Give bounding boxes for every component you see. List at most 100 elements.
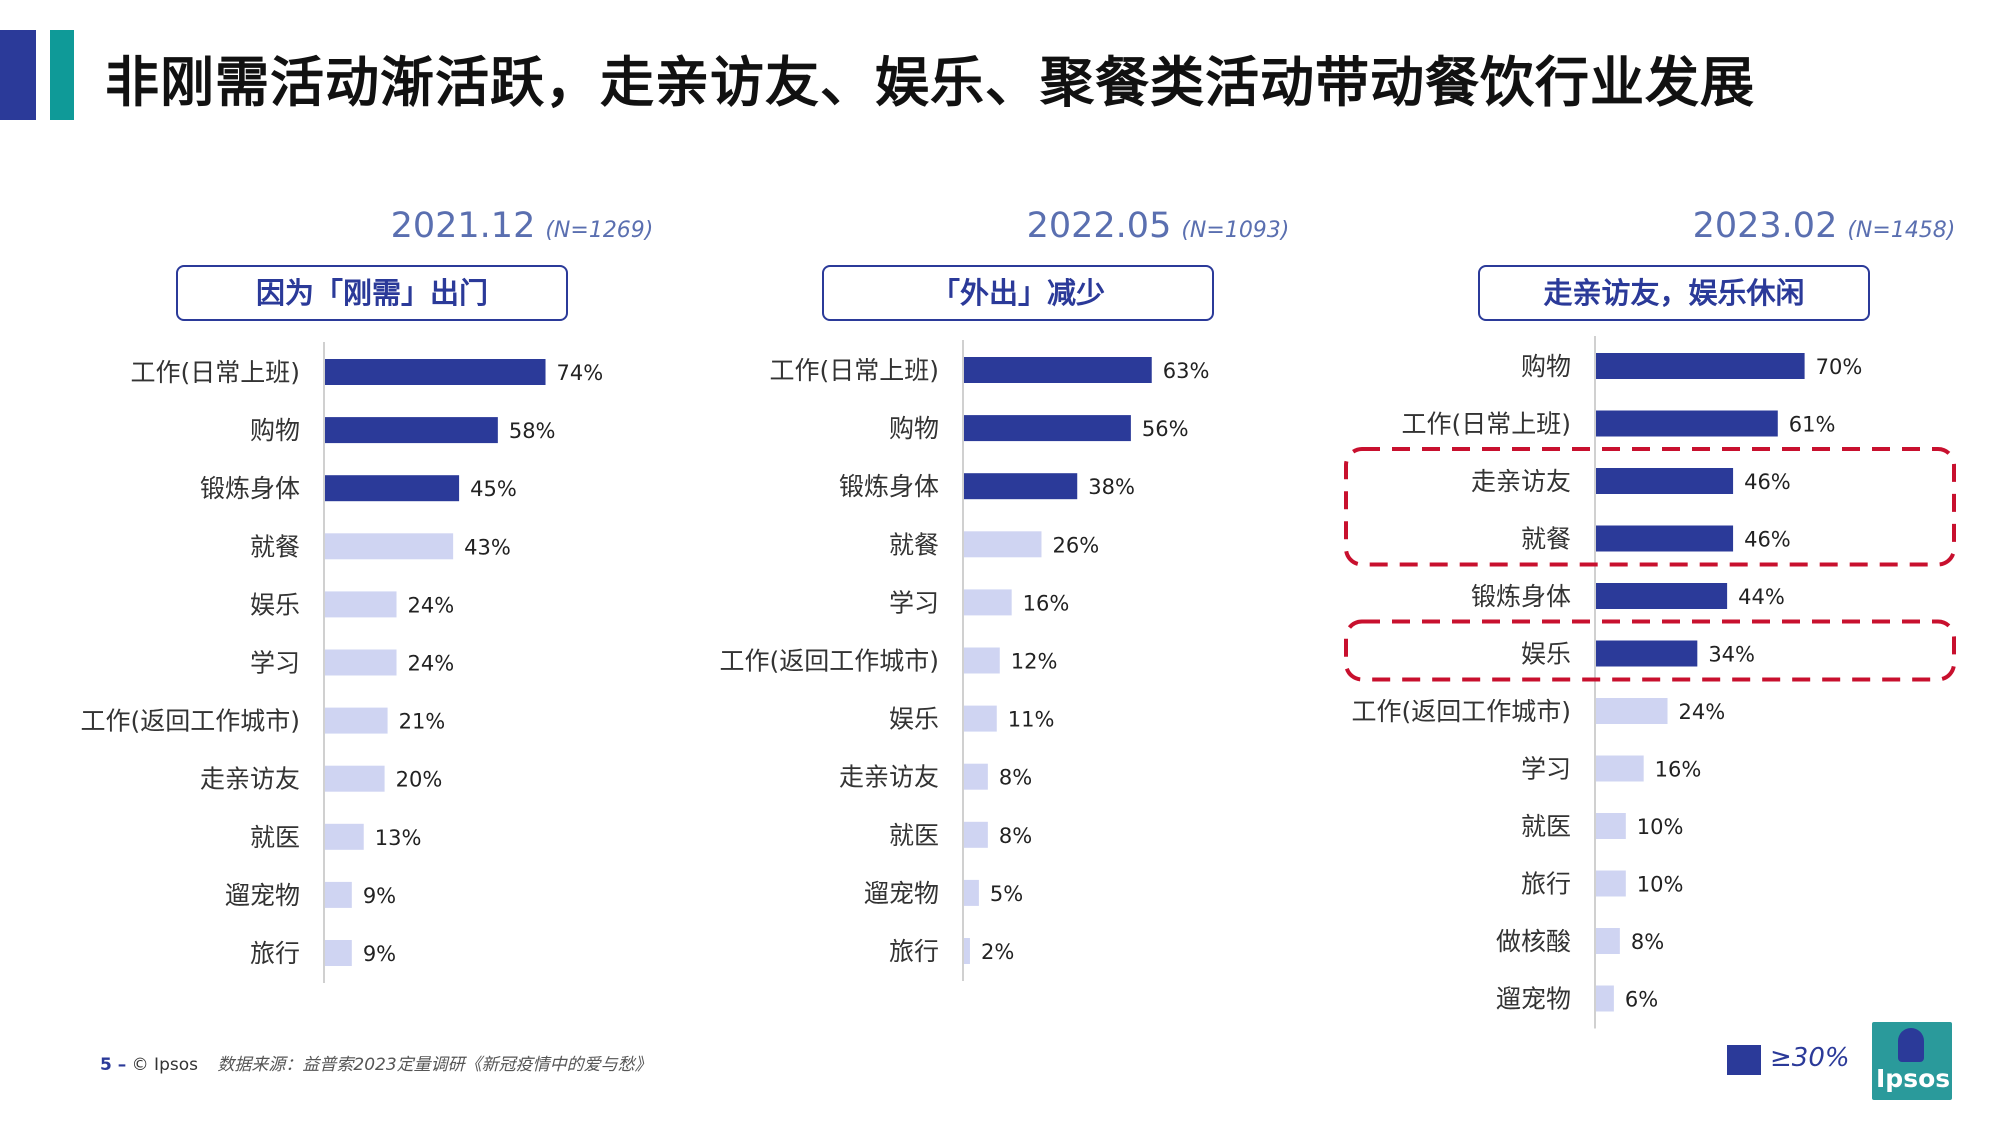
panel-1-category-label: 购物: [250, 416, 300, 445]
panel-1-header: 2021.12 (N=1269): [242, 206, 802, 246]
panel-2-category-label: 就医: [889, 821, 939, 850]
panel-2-category-label: 娱乐: [889, 705, 939, 734]
panel-3-value-label: 10%: [1637, 873, 1684, 897]
panel-2-category-label: 遛宠物: [864, 879, 939, 908]
title-accent-bar-blue: [0, 30, 36, 120]
panel-1-bar: [325, 359, 546, 385]
panel-3-bar: [1596, 813, 1626, 839]
panel-3-category-label: 工作(日常上班): [1401, 410, 1571, 439]
panel-2-value-label: 11%: [1008, 708, 1055, 732]
panel-3-category-label: 做核酸: [1496, 927, 1571, 956]
ipsos-logo: Ipsos: [1872, 1022, 1952, 1100]
footer: 5 – © Ipsos 数据来源：益普索2023定量调研《新冠疫情中的爱与愁》: [100, 1050, 652, 1075]
panel-1-category-label: 旅行: [250, 939, 300, 968]
panel-1-value-label: 58%: [509, 419, 556, 443]
panel-2-tag: 「外出」减少: [822, 265, 1214, 321]
panel-3-value-label: 34%: [1708, 643, 1755, 667]
panel-1-category-label: 学习: [250, 649, 300, 678]
panel-1-sample: (N=1269): [545, 218, 654, 243]
logo-head-icon: [1898, 1028, 1924, 1062]
panel-2-value-label: 5%: [990, 882, 1023, 906]
panel-2-bar: [964, 589, 1012, 616]
panel-3-value-label: 46%: [1744, 470, 1791, 494]
copyright: © Ipsos: [131, 1055, 198, 1075]
panel-1-category-label: 遛宠物: [225, 881, 300, 910]
panel-2-category-label: 购物: [889, 414, 939, 443]
panel-2-bar: [964, 879, 979, 906]
panel-3-value-label: 16%: [1655, 758, 1702, 782]
panel-2-bar: [964, 357, 1152, 383]
panel-2-value-label: 12%: [1011, 650, 1058, 674]
panel-3-bar: [1596, 468, 1734, 494]
panel-1-bar: [325, 707, 388, 734]
panel-2-bar: [964, 531, 1042, 558]
panel-3-bar: [1596, 985, 1614, 1012]
panel-2-value-label: 38%: [1088, 475, 1135, 499]
panel-2-category-label: 锻炼身体: [839, 472, 939, 501]
panel-3-value-label: 46%: [1744, 528, 1791, 552]
panel-3-value-label: 8%: [1631, 930, 1664, 954]
panel-1-category-label: 就餐: [250, 532, 300, 561]
panel-1-category-label: 工作(返回工作城市): [80, 707, 300, 736]
panel-3-value-label: 61%: [1789, 413, 1836, 437]
panel-3-period: 2023.02: [1692, 206, 1838, 246]
title-accent-bar-teal: [50, 30, 74, 120]
panel-3-bar: [1596, 755, 1644, 782]
legend-swatch: [1727, 1045, 1761, 1075]
panel-2-bar: [964, 473, 1078, 500]
panel-1-value-label: 24%: [408, 652, 455, 676]
slide-title: 非刚需活动渐活跃，走亲访友、娱乐、聚餐类活动带动餐饮行业发展: [105, 51, 1755, 114]
panel-2-category-label: 工作(日常上班): [769, 356, 939, 385]
panel-3-category-label: 学习: [1521, 755, 1571, 784]
data-source: 数据来源：益普索2023定量调研《新冠疫情中的爱与愁》: [217, 1055, 652, 1075]
panel-3-value-label: 70%: [1816, 355, 1863, 379]
panel-2-value-label: 26%: [1052, 533, 1099, 557]
panel-1-category-label: 工作(日常上班): [130, 358, 300, 387]
highlight-box: [1344, 447, 1956, 567]
panel-2-value-label: 63%: [1163, 359, 1210, 383]
panel-3-category-label: 娱乐: [1521, 640, 1571, 669]
panel-2-bar: [964, 763, 988, 790]
panel-2-category-label: 学习: [889, 588, 939, 617]
panel-3-bar: [1596, 698, 1668, 724]
panel-2-bar: [964, 938, 970, 964]
panel-2-value-label: 8%: [999, 824, 1032, 848]
panel-1-bar: [325, 475, 460, 502]
panel-2-sample: (N=1093): [1181, 218, 1290, 243]
panel-3-bar: [1596, 525, 1734, 552]
panel-2-category-label: 旅行: [889, 937, 939, 966]
panel-3-category-label: 购物: [1521, 352, 1571, 381]
panel-1-bar: [325, 649, 397, 676]
panel-3-bar: [1596, 640, 1698, 667]
panel-3-category-label: 就餐: [1521, 525, 1571, 554]
panel-2-bar: [964, 415, 1131, 442]
panel-3-bar: [1596, 928, 1620, 954]
panel-1-value-label: 21%: [399, 710, 446, 734]
panel-3-category-label: 遛宠物: [1496, 985, 1571, 1014]
panel-2-value-label: 56%: [1142, 417, 1189, 441]
panel-3-bar: [1596, 583, 1728, 609]
panel-2-header: 2022.05 (N=1093): [878, 206, 1438, 246]
panel-2-category-label: 工作(返回工作城市): [719, 647, 939, 676]
panel-2-period: 2022.05: [1026, 206, 1172, 246]
panel-1-value-label: 9%: [363, 884, 396, 908]
panel-3-category-label: 就医: [1521, 812, 1571, 841]
panel-1-category-label: 娱乐: [250, 590, 300, 619]
panel-3-category-label: 旅行: [1521, 870, 1571, 899]
panel-1-value-label: 74%: [557, 361, 604, 385]
panel-3-sample: (N=1458): [1847, 218, 1956, 243]
panel-1-value-label: 24%: [408, 593, 455, 617]
panel-2-bar: [964, 647, 1000, 674]
panel-3-bar: [1596, 410, 1778, 437]
panel-3-tag: 走亲访友，娱乐休闲: [1478, 265, 1870, 321]
panel-1-period: 2021.12: [390, 206, 536, 246]
panel-3-category-label: 工作(返回工作城市): [1351, 697, 1571, 726]
page-number: 5 –: [100, 1055, 127, 1075]
panel-3-header: 2023.02 (N=1458): [1544, 206, 2000, 246]
panel-3-value-label: 24%: [1679, 700, 1726, 724]
panel-3-bar: [1596, 870, 1626, 897]
panel-3-value-label: 10%: [1637, 815, 1684, 839]
panel-1-category-label: 锻炼身体: [200, 474, 300, 503]
logo-text: Ipsos: [1876, 1064, 1951, 1093]
